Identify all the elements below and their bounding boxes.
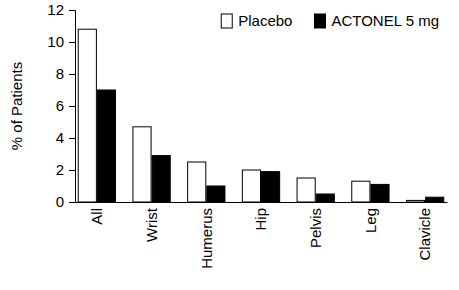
legend-item: Placebo	[221, 12, 292, 29]
tick-mark	[69, 42, 75, 43]
tick: Hip	[252, 202, 269, 231]
tick-label: Wrist	[143, 207, 160, 242]
tick-label: Humerus	[198, 208, 215, 269]
tick-mark	[69, 74, 75, 75]
bar	[78, 29, 96, 202]
legend-item: ACTONEL 5 mg	[314, 12, 439, 29]
tick: All	[88, 202, 105, 225]
bar	[371, 184, 389, 202]
bars	[78, 29, 444, 202]
tick: 2	[56, 161, 75, 178]
tick: 10	[47, 33, 75, 50]
bar	[406, 200, 424, 202]
bar	[97, 90, 115, 202]
bar	[133, 127, 151, 202]
tick: Wrist	[143, 202, 160, 242]
tick-label: Pelvis	[307, 208, 324, 248]
tick-label: Hip	[252, 208, 269, 231]
tick-mark	[69, 10, 75, 11]
tick-label: 8	[56, 65, 64, 82]
tick-label: Clavicle	[416, 208, 433, 261]
tick-mark	[69, 170, 75, 171]
tick-label: All	[88, 208, 105, 225]
chart: 0 2 4 6 8 10 12 All Wrist Humerus Hip Pelvis Leg Clav…	[0, 0, 459, 290]
bar	[188, 162, 206, 202]
tick: Clavicle	[416, 202, 433, 261]
bar	[207, 186, 225, 202]
axis-line	[76, 202, 448, 203]
bar	[297, 178, 315, 202]
tick-mark	[69, 106, 75, 107]
tick-label: 12	[47, 1, 64, 18]
bar	[242, 170, 260, 202]
tick-mark	[69, 202, 75, 203]
tick-label: 2	[56, 161, 64, 178]
legend-label: Placebo	[238, 12, 292, 29]
tick-mark	[69, 138, 75, 139]
bar	[262, 172, 280, 202]
tick: Humerus	[198, 202, 215, 269]
bar	[316, 194, 334, 202]
x-axis: All Wrist Humerus Hip Pelvis Leg Clavicle	[76, 202, 448, 269]
bar	[352, 181, 370, 202]
axis-title: % of Patients	[8, 62, 25, 150]
bar	[152, 156, 170, 202]
tick: 12	[47, 1, 75, 18]
bar	[426, 197, 444, 202]
tick: Leg	[362, 202, 379, 233]
tick-label: 6	[56, 97, 64, 114]
tick: 0	[56, 193, 75, 210]
tick: 8	[56, 65, 75, 82]
y-axis: 0 2 4 6 8 10 12	[47, 1, 75, 210]
tick-label: 4	[56, 129, 64, 146]
tick-label: 0	[56, 193, 64, 210]
plot: 0 2 4 6 8 10 12 All Wrist Humerus Hip Pelvis Leg Clav…	[47, 1, 447, 269]
legend: Placebo ACTONEL 5 mg	[221, 12, 439, 29]
legend-label: ACTONEL 5 mg	[331, 12, 439, 29]
tick: Pelvis	[307, 202, 324, 248]
axis-line	[69, 11, 76, 203]
tick: 6	[56, 97, 75, 114]
tick-label: Leg	[362, 208, 379, 233]
tick-label: 10	[47, 33, 64, 50]
legend-swatch	[314, 14, 325, 28]
tick: 4	[56, 129, 75, 146]
legend-swatch	[221, 14, 232, 28]
